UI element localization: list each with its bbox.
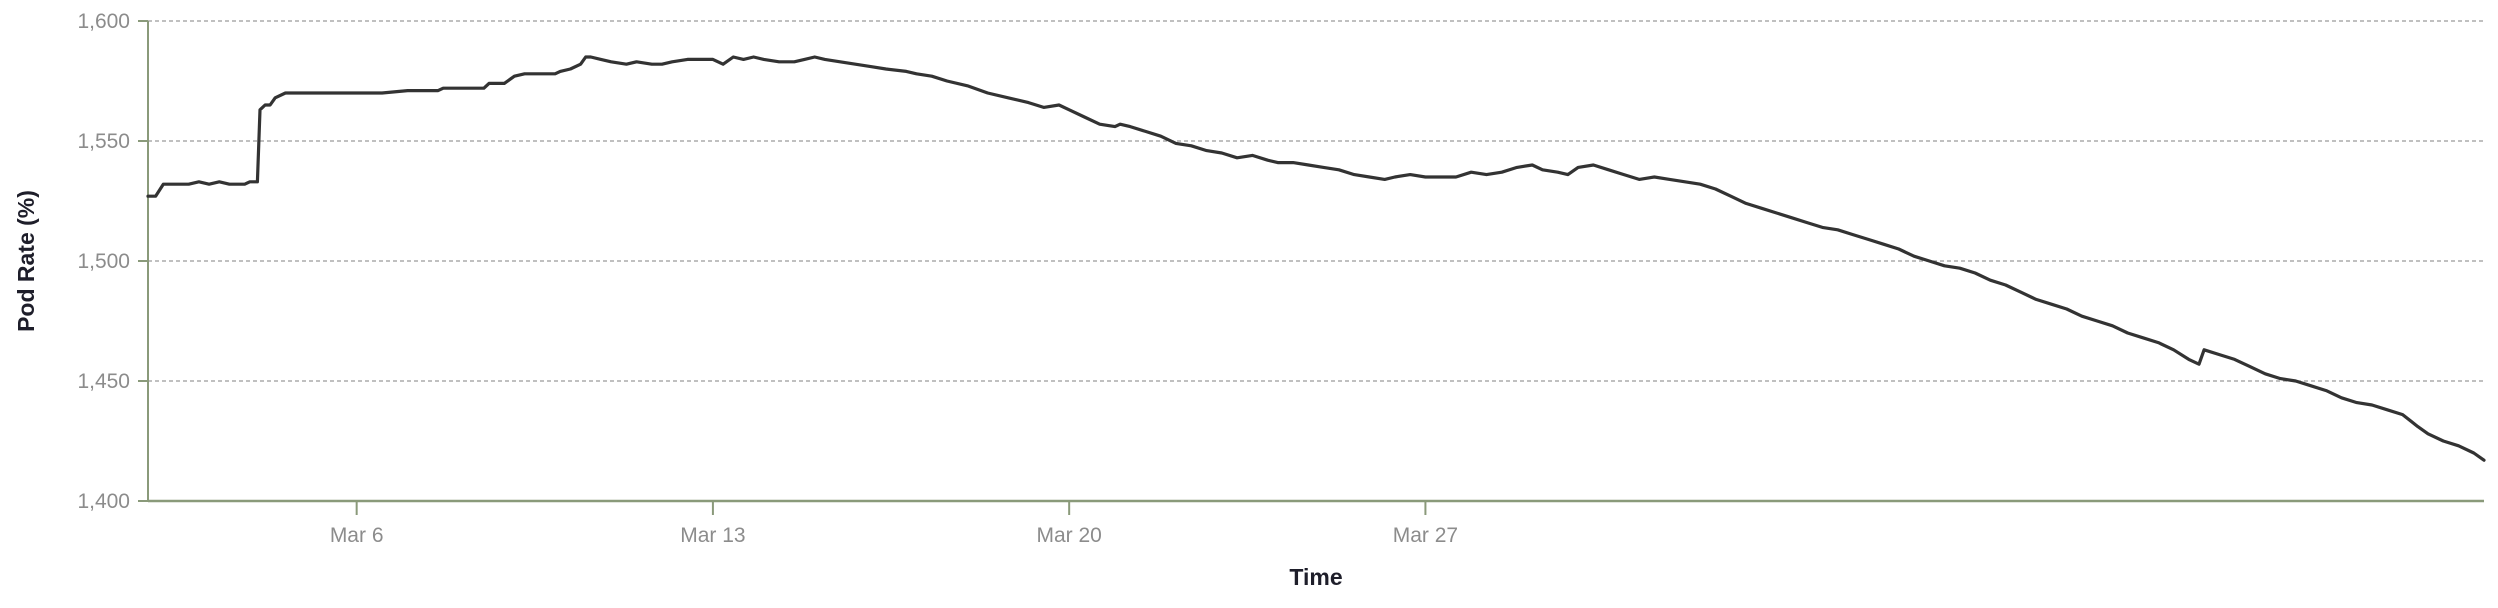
y-tick-label: 1,550 bbox=[77, 130, 130, 153]
y-axis-ticks: 1,400 1,450 1,500 1,550 1,600 bbox=[77, 10, 148, 513]
series-line bbox=[146, 55, 2486, 462]
y-tick-label: 1,400 bbox=[77, 490, 130, 513]
x-axis-title: Time bbox=[1289, 564, 1342, 590]
x-tick-label: Mar 20 bbox=[1036, 524, 1101, 547]
x-axis-ticks: Mar 6 Mar 13 Mar 20 Mar 27 bbox=[330, 501, 1458, 547]
y-tick-label: 1,500 bbox=[77, 250, 130, 273]
grid-lines bbox=[148, 20, 2484, 382]
series-layer bbox=[146, 55, 2486, 462]
x-tick-label: Mar 6 bbox=[330, 524, 384, 547]
x-tick-label: Mar 13 bbox=[680, 524, 745, 547]
y-tick-label: 1,600 bbox=[77, 10, 130, 33]
x-tick-label: Mar 27 bbox=[1393, 524, 1458, 547]
y-axis-title: Pod Rate (%) bbox=[13, 190, 39, 332]
y-tick-label: 1,450 bbox=[77, 370, 130, 393]
